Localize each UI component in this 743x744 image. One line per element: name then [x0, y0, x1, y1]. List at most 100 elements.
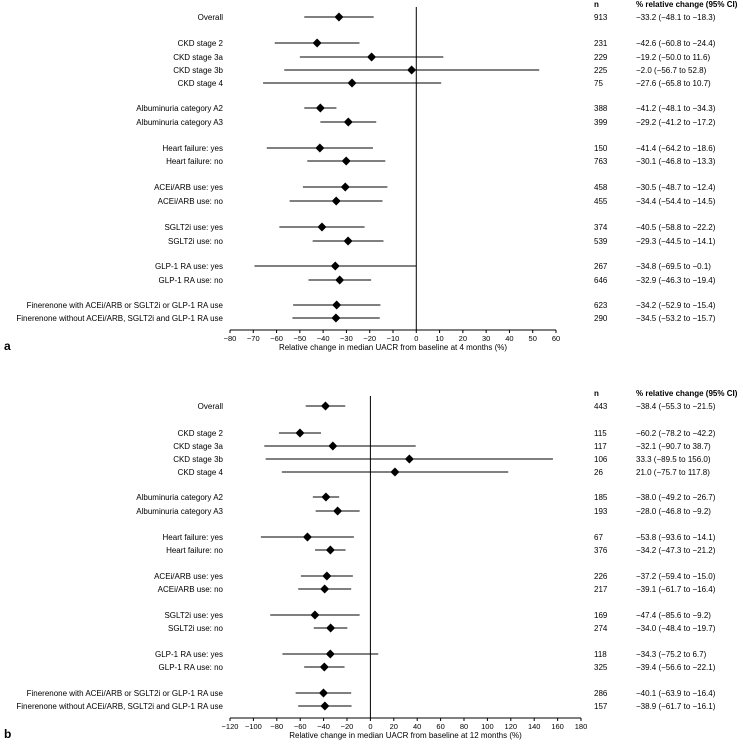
- panel-a-estimate-diamond: [340, 182, 350, 192]
- panel-b-x-tick-label: 0: [368, 722, 372, 731]
- panel-a-estimate-diamond: [315, 143, 325, 153]
- panel-b-row-ci-text: −39.1 (−61.7 to −16.4): [636, 585, 716, 594]
- panel-a-estimate-diamond: [317, 222, 327, 232]
- panel-b-row-label: SGLT2i use: yes: [164, 611, 223, 620]
- panel-a-row-label: CKD stage 2: [178, 39, 224, 48]
- panel-a-row-label: ACEi/ARB use: no: [158, 197, 224, 206]
- panel-b-row-ci-text: −38.0 (−49.2 to −26.7): [636, 493, 716, 502]
- panel-b-row-n: 115: [594, 429, 607, 438]
- panel-b-row-label: CKD stage 3b: [173, 455, 223, 464]
- panel-b-row-ci-text: −39.4 (−56.6 to −22.1): [636, 663, 716, 672]
- panel-a-row-ci-text: −42.6 (−60.8 to −24.4): [636, 39, 716, 48]
- panel-a-x-tick-label: −70: [247, 334, 260, 343]
- panel-b-row-ci-text: −60.2 (−78.2 to −42.2): [636, 429, 716, 438]
- panel-a-x-tick-label: 40: [505, 334, 513, 343]
- panel-b-row-n: 185: [594, 493, 608, 502]
- panel-b-x-tick-label: −80: [270, 722, 283, 731]
- panel-b-row-ci-text: 21.0 (−75.7 to 117.8): [636, 468, 710, 477]
- panel-b-row-ci-text: −38.9 (−61.7 to −16.1): [636, 702, 716, 711]
- panel-b-row-n: 443: [594, 402, 608, 411]
- panel-b-estimate-diamond: [322, 571, 332, 581]
- panel-a-row-label: Finerenone without ACEi/ARB, SGLT2i and …: [16, 314, 223, 323]
- panel-a-x-tick-label: −10: [387, 334, 400, 343]
- panel-b-estimate-diamond: [319, 662, 329, 672]
- panel-a-row-n: 623: [594, 301, 608, 310]
- panel-b-row-label: GLP-1 RA use: no: [159, 663, 224, 672]
- panel-a-row-ci-text: −30.5 (−48.7 to −12.4): [636, 183, 716, 192]
- panel-a-estimate-diamond: [334, 12, 344, 22]
- panel-a-x-tick-label: 20: [459, 334, 467, 343]
- panel-b-row-ci-text: −32.1 (−90.7 to 38.7): [636, 442, 711, 451]
- panel-a-row-ci-text: −2.0 (−56.7 to 52.8): [636, 66, 707, 75]
- panel-a-row-label: Albuminuria category A2: [136, 104, 223, 113]
- panel-b-row-n: 26: [594, 468, 603, 477]
- panel-b-x-axis-label: Relative change in median UACR from base…: [289, 731, 522, 740]
- panel-b-row-ci-text: −40.1 (−63.9 to −16.4): [636, 689, 716, 698]
- panel-a-row-ci-text: −30.1 (−46.8 to −13.3): [636, 157, 716, 166]
- panel-b-estimate-diamond: [325, 649, 335, 659]
- panel-b-estimate-diamond: [326, 623, 336, 633]
- panel-b-row-label: ACEi/ARB use: yes: [154, 572, 223, 581]
- panel-b-x-tick-label: 40: [413, 722, 421, 731]
- panel-a-estimate-diamond: [312, 38, 322, 48]
- panel-b-row-ci-text: −37.2 (−59.4 to −15.0): [636, 572, 716, 581]
- panel-b-row-label: GLP-1 RA use: yes: [155, 650, 223, 659]
- panel-b-estimate-diamond: [404, 454, 414, 464]
- panel-b-x-tick-label: 180: [575, 722, 588, 731]
- panel-b-row-label: Overall: [198, 402, 224, 411]
- panel-a-row-n: 455: [594, 197, 608, 206]
- panel-a-x-axis-label: Relative change in median UACR from base…: [279, 343, 507, 352]
- panel-a-x-tick-label: 30: [482, 334, 490, 343]
- panel-a-row-label: GLP-1 RA use: yes: [155, 262, 223, 271]
- panel-b-row-label: Finerenone with ACEi/ARB or SGLT2i or GL…: [27, 689, 224, 698]
- panel-a-estimate-diamond: [343, 236, 353, 246]
- panel-a-row-label: Heart failure: yes: [163, 144, 223, 153]
- panel-b-x-tick-label: −100: [245, 722, 262, 731]
- panel-a-ci-header: % relative change (95% CI): [636, 0, 738, 9]
- panel-a-row-label: Albuminuria category A3: [136, 118, 223, 127]
- panel-b-row-n: 286: [594, 689, 608, 698]
- panel-b-row-label: Heart failure: yes: [163, 533, 223, 542]
- panel-a-row-n: 225: [594, 66, 608, 75]
- panel-b-x-tick-label: 80: [460, 722, 468, 731]
- panel-a-row-ci-text: −40.5 (−58.8 to −22.2): [636, 223, 716, 232]
- panel-b-row-n: 274: [594, 624, 608, 633]
- panel-a-estimate-diamond: [331, 196, 341, 206]
- panel-b-ci-header: % relative change (95% CI): [636, 389, 738, 398]
- panel-a-estimate-diamond: [335, 275, 345, 285]
- panel-b-row-n: 118: [594, 650, 607, 659]
- panel-a-row-ci-text: −41.2 (−48.1 to −34.3): [636, 104, 716, 113]
- panel-a-row-ci-text: −32.9 (−46.3 to −19.4): [636, 276, 716, 285]
- panel-b-estimate-diamond: [333, 506, 343, 516]
- panel-a-row-n: 539: [594, 237, 608, 246]
- panel-b-row-ci-text: −53.8 (−93.6 to −14.1): [636, 533, 716, 542]
- panel-b-x-tick-label: 120: [505, 722, 518, 731]
- panel-a-panel-label: a: [4, 339, 11, 353]
- panel-a-x-tick-label: 0: [414, 334, 418, 343]
- panel-a-row-label: SGLT2i use: yes: [164, 223, 223, 232]
- panel-a-row-ci-text: −34.2 (−52.9 to −15.4): [636, 301, 716, 310]
- panel-b-estimate-diamond: [302, 532, 312, 542]
- panel-b-x-tick-label: 100: [481, 722, 494, 731]
- panel-b-estimate-diamond: [321, 492, 331, 502]
- panel-b-x-tick-label: −20: [341, 722, 354, 731]
- panel-a-row-label: SGLT2i use: no: [168, 237, 224, 246]
- panel-a-x-tick-label: −30: [340, 334, 353, 343]
- panel-b-row-ci-text: −34.3 (−75.2 to 6.7): [636, 650, 707, 659]
- panel-a-estimate-diamond: [330, 261, 340, 271]
- panel-b-estimate-diamond: [320, 401, 330, 411]
- panel-b-row-label: ACEi/ARB use: no: [158, 585, 224, 594]
- panel-b-estimate-diamond: [318, 688, 328, 698]
- panel-b-row-n: 106: [594, 455, 608, 464]
- panel-b-x-tick-label: 140: [528, 722, 541, 731]
- panel-a-estimate-diamond: [332, 300, 342, 310]
- panel-b-row-label: Albuminuria category A3: [136, 507, 223, 516]
- panel-a-row-n: 913: [594, 13, 608, 22]
- panel-b-estimate-diamond: [325, 545, 335, 555]
- panel-a-row-ci-text: −41.4 (−64.2 to −18.6): [636, 144, 716, 153]
- panel-b-row-n: 157: [594, 702, 608, 711]
- panel-b-row-n: 226: [594, 572, 608, 581]
- panel-a-estimate-diamond: [315, 103, 325, 113]
- panel-a-row-n: 229: [594, 53, 608, 62]
